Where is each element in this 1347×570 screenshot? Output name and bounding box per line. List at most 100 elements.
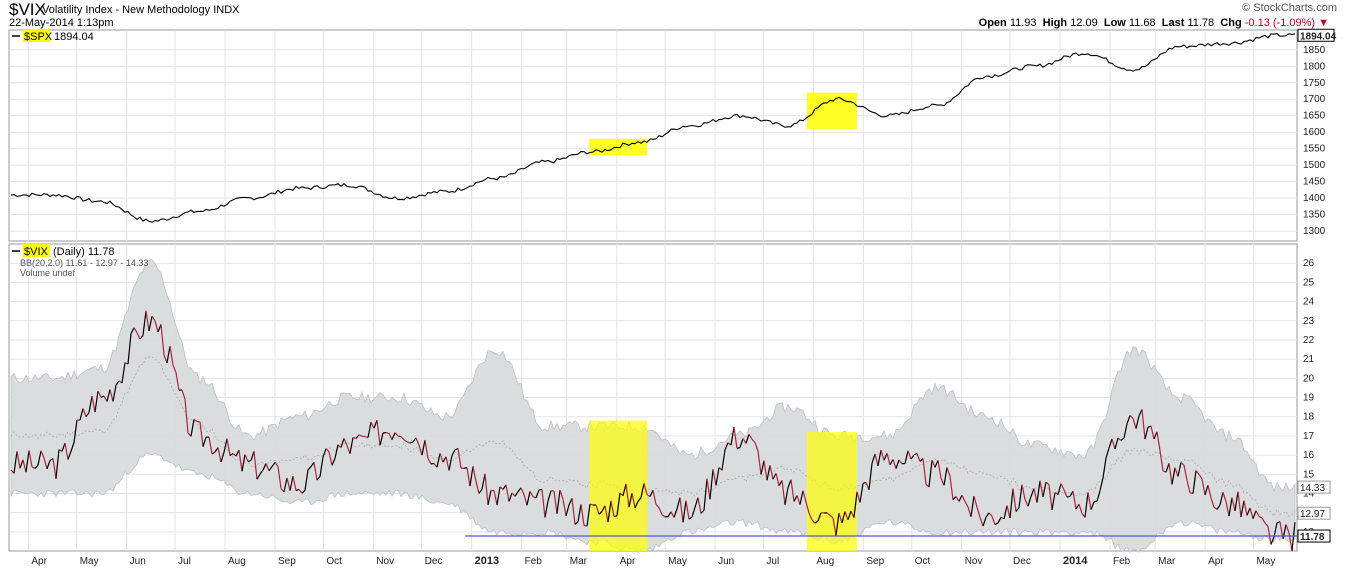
vix-price-segment <box>1168 463 1173 485</box>
vix-price-segment <box>1111 438 1116 450</box>
vix-price-segment <box>319 456 324 477</box>
vix-tick-label: 22 <box>1303 335 1315 346</box>
vix-price-segment <box>328 451 333 466</box>
vix-price-segment <box>484 473 489 505</box>
vix-price-segment <box>601 505 606 512</box>
vix-price-segment <box>898 459 903 465</box>
vix-price-segment <box>1183 465 1188 481</box>
vix-price-segment <box>1198 474 1203 480</box>
vix-price-segment <box>967 506 972 517</box>
vix-price-segment <box>766 465 771 481</box>
vix-price-segment <box>964 501 969 508</box>
vix-price-segment <box>214 447 219 453</box>
vix-price-segment <box>379 432 384 446</box>
vix-tick-label: 19 <box>1303 393 1315 404</box>
vix-price-segment <box>625 483 630 508</box>
vix-price-segment <box>1165 463 1170 473</box>
vix-tick-label: 26 <box>1303 258 1315 269</box>
vix-price-segment <box>619 492 624 497</box>
chart-title: Volatility Index - New Methodology INDX <box>42 4 240 16</box>
vix-price-segment <box>61 442 66 452</box>
vix-price-segment <box>751 438 756 444</box>
vix-price-segment <box>535 489 540 499</box>
vix-price-segment <box>1009 488 1014 519</box>
month-label: Apr <box>31 556 47 567</box>
vix-price-segment <box>703 478 708 511</box>
vix-price-segment <box>1057 483 1062 495</box>
vix-price-segment <box>691 507 696 518</box>
vix-price-segment <box>376 420 381 446</box>
vix-price-segment <box>1126 415 1131 424</box>
spx-tick-label: 1700 <box>1303 94 1326 105</box>
vix-price-segment <box>685 500 690 520</box>
vix-price-segment <box>904 450 909 464</box>
month-label: Sep <box>866 556 884 567</box>
vix-price-segment <box>232 453 237 457</box>
vix-price-segment <box>217 447 222 463</box>
vix-price-segment <box>331 458 336 466</box>
vix-price-segment <box>442 456 447 463</box>
vix-price-segment <box>616 492 621 516</box>
vix-price-segment <box>31 466 36 469</box>
vix-price-segment <box>1210 497 1215 508</box>
vix-right-tag <box>1297 506 1331 520</box>
vix-price-segment <box>19 459 24 469</box>
vix-price-segment <box>310 461 315 468</box>
vix-price-segment <box>1186 479 1191 493</box>
vix-price-segment <box>1234 491 1239 511</box>
brand-watermark[interactable]: © StockCharts.com <box>1242 2 1337 14</box>
vix-price-segment <box>1144 426 1149 440</box>
vix-price-segment <box>154 320 159 333</box>
vix-price-segment <box>667 511 672 518</box>
vix-price-segment <box>865 482 870 490</box>
vix-price-segment <box>1216 504 1221 510</box>
vix-price-segment <box>814 520 819 524</box>
vix-price-segment <box>1018 484 1023 508</box>
vix-price-segment <box>1261 517 1266 524</box>
month-label: Oct <box>326 556 342 567</box>
vix-price-segment <box>724 442 729 451</box>
vix-price-segment <box>1033 488 1038 503</box>
vix-price-segment <box>850 510 855 518</box>
month-label: May <box>668 556 687 567</box>
vix-price-segment <box>790 479 795 502</box>
vix-price-segment <box>886 453 891 465</box>
spx-tick-label: 1800 <box>1303 61 1326 72</box>
vix-price-segment <box>496 486 501 505</box>
vix-price-segment <box>487 490 492 505</box>
vix-price-segment <box>265 463 270 471</box>
volume-legend: Volume undef <box>20 268 76 278</box>
vix-price-segment <box>70 442 75 452</box>
vix-price-segment <box>574 521 579 525</box>
vix-price-segment <box>907 450 912 460</box>
vix-price-segment <box>742 438 747 444</box>
vix-tick-label: 24 <box>1303 297 1315 308</box>
vix-price-segment <box>103 395 108 402</box>
vix-price-segment <box>148 316 153 332</box>
month-label: Mar <box>1158 556 1176 567</box>
vix-price-segment <box>337 444 342 448</box>
vix-price-segment <box>1045 481 1050 486</box>
vix-price-segment <box>394 432 399 437</box>
vix-price-segment <box>439 453 444 463</box>
vix-price-segment <box>121 362 126 384</box>
last-value: 11.78 <box>1187 17 1215 29</box>
spx-highlight-box <box>806 92 857 129</box>
vix-price-segment <box>772 473 777 480</box>
month-label: Dec <box>1013 556 1031 567</box>
month-label: Jul <box>178 556 191 567</box>
vix-price-segment <box>778 480 783 486</box>
vix-price-segment <box>1102 458 1107 478</box>
vix-price-segment <box>748 433 753 440</box>
vix-price-segment <box>1141 409 1146 440</box>
vix-price-segment <box>1240 500 1245 518</box>
vix-price-segment <box>400 436 405 441</box>
vix-legend-rest: (Daily) 11.78 <box>53 246 115 258</box>
vix-price-segment <box>139 334 144 340</box>
vix-price-segment <box>1159 450 1164 471</box>
vix-price-segment <box>343 438 348 446</box>
vix-price-segment <box>847 510 852 520</box>
spx-legend-symbol: $SPX <box>24 31 53 43</box>
vix-price-segment <box>298 488 303 494</box>
vix-tick-label: 14 <box>1303 488 1315 499</box>
